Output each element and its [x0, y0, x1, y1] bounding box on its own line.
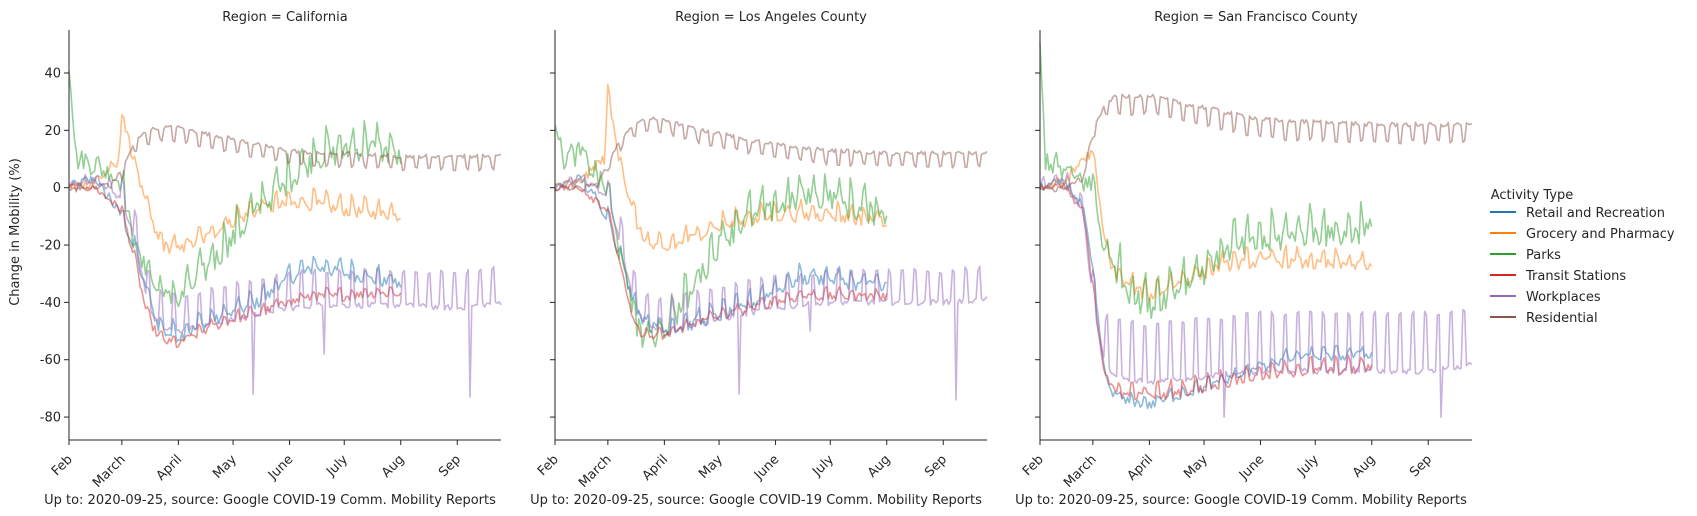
- series-line-workplaces: [554, 174, 988, 401]
- x-tick-label: June: [1236, 452, 1267, 483]
- x-tick-label: March: [1061, 452, 1100, 491]
- x-tick-label: May: [1181, 452, 1211, 482]
- y-tick-label: 0: [53, 181, 61, 196]
- panel-title: Region = San Francisco County: [1154, 10, 1358, 25]
- series-line-workplaces: [1039, 171, 1473, 418]
- chart-panels: Region = California 40 20 0 -20 -40 -60 -80 Feb M…: [40, 10, 1473, 508]
- y-tick-label: 40: [44, 67, 61, 82]
- legend-title: Activity Type: [1491, 188, 1574, 203]
- x-tick-label: March: [576, 452, 615, 491]
- panel-caption: Up to: 2020-09-25, source: Google COVID-…: [530, 493, 982, 508]
- panel-caption: Up to: 2020-09-25, source: Google COVID-…: [1015, 493, 1467, 508]
- legend-label: Parks: [1526, 248, 1561, 263]
- series-line-residential: [1039, 93, 1473, 193]
- series-line-grocery-and-pharmacy: [554, 83, 887, 251]
- panel-3: Region = San Francisco County Feb March Apr…: [1015, 10, 1473, 508]
- x-tick-label: June: [751, 452, 782, 483]
- x-tick-label: July: [323, 452, 351, 480]
- x-tick-label: April: [154, 452, 186, 484]
- legend-label: Retail and Recreation: [1526, 206, 1665, 221]
- legend-entry: Workplaces: [1490, 290, 1601, 305]
- series-line-residential: [554, 116, 988, 192]
- y-tick-label: -60: [40, 353, 61, 368]
- series-line-retail-and-recreation: [554, 174, 887, 337]
- panel-title: Region = Los Angeles County: [675, 10, 867, 25]
- y-tick-label: -40: [40, 296, 61, 311]
- x-tick-label: Aug: [1350, 452, 1379, 481]
- x-tick-label: May: [696, 452, 726, 482]
- series-line-parks: [1039, 42, 1373, 319]
- legend-entry: Grocery and Pharmacy: [1490, 227, 1675, 242]
- x-tick-label: Feb: [1020, 452, 1047, 479]
- panel-title: Region = California: [222, 10, 347, 25]
- x-tick-label: Sep: [922, 452, 950, 480]
- x-tick-label: July: [809, 452, 837, 480]
- legend-entry: Retail and Recreation: [1490, 206, 1665, 221]
- panel-1: Region = California 40 20 0 -20 -40 -60 -80 Feb M…: [40, 10, 502, 508]
- legend-label: Transit Stations: [1525, 269, 1626, 284]
- legend-entry: Parks: [1490, 248, 1561, 263]
- x-tick-label: Aug: [379, 452, 408, 481]
- legend: Activity Type Retail and Recreation Groce…: [1490, 188, 1675, 326]
- y-tick-label: -20: [40, 239, 61, 254]
- series-line-workplaces: [68, 173, 502, 398]
- x-tick-label: Sep: [1407, 452, 1435, 480]
- x-tick-label: Feb: [535, 452, 562, 479]
- x-tick-label: July: [1294, 452, 1322, 480]
- x-tick-label: May: [210, 452, 240, 482]
- panel-2: Region = Los Angeles County Feb March April…: [530, 10, 988, 508]
- x-tick-label: Aug: [865, 452, 894, 481]
- x-tick-label: March: [90, 452, 129, 491]
- series-line-residential: [68, 125, 502, 191]
- legend-label: Workplaces: [1526, 290, 1601, 305]
- x-tick-label: Feb: [49, 452, 76, 479]
- x-tick-label: April: [1125, 452, 1157, 484]
- panel-caption: Up to: 2020-09-25, source: Google COVID-…: [44, 493, 496, 508]
- x-tick-label: June: [265, 452, 296, 483]
- legend-entry: Transit Stations: [1490, 269, 1626, 284]
- legend-entry: Residential: [1490, 311, 1598, 326]
- legend-entries: Retail and Recreation Grocery and Pharmac…: [1490, 206, 1675, 326]
- series-line-grocery-and-pharmacy: [1039, 149, 1373, 303]
- legend-label: Grocery and Pharmacy: [1526, 227, 1675, 242]
- y-tick-label: 20: [44, 124, 61, 139]
- x-tick-label: April: [640, 452, 672, 484]
- y-tick-label: -80: [40, 411, 61, 426]
- series-line-grocery-and-pharmacy: [68, 114, 401, 255]
- y-axis-label: Change in Mobility (%): [8, 158, 23, 306]
- x-tick-label: Sep: [436, 452, 464, 480]
- series-line-transit-stations: [68, 182, 402, 349]
- legend-label: Residential: [1526, 311, 1598, 326]
